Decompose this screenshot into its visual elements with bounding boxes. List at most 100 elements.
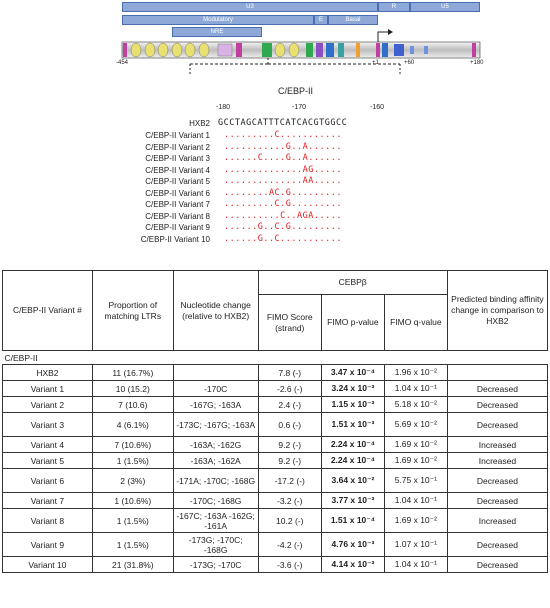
cell-predicted: Decreased: [446, 532, 549, 557]
section-label: C/EBP-II: [2, 350, 548, 365]
variant-seq: .........C.G.........: [224, 199, 342, 209]
cell-variant: Variant 2: [2, 396, 93, 413]
ltr-element-track: [121, 29, 481, 76]
variant-seq: ...........G..A......: [224, 141, 342, 152]
cell-fimo-score: -17.2 (-): [257, 468, 322, 493]
cell-change: -167C; -163A -162G; -161A: [172, 508, 259, 533]
modulatory-bar: Modulatory: [122, 15, 314, 25]
basal-bar: Basal: [328, 15, 378, 25]
cell-fimo-q: 1.04 x 10⁻¹: [383, 556, 448, 573]
cell-predicted: Decreased: [446, 380, 549, 397]
cell-fimo-score: 2.4 (-): [257, 396, 322, 413]
cell-fimo-p: 3.77 x 10⁻³: [320, 492, 385, 509]
cell-change: -170C; -168G: [172, 492, 259, 509]
modulatory-label: Modulatory: [203, 17, 233, 23]
cell-proportion: 1 (10.6%): [91, 492, 174, 509]
cell-fimo-q: 5.69 x 10⁻²: [383, 412, 448, 437]
cell-proportion: 10 (15.2): [91, 380, 174, 397]
cell-predicted: Decreased: [446, 412, 549, 437]
cell-fimo-q: 1.96 x 10⁻²: [383, 364, 448, 381]
variant-name: C/EBP-II Variant 8: [145, 211, 210, 221]
tick-160: -160: [370, 104, 385, 111]
cell-fimo-q: 1.07 x 10⁻¹: [383, 532, 448, 557]
cell-fimo-q: 1.04 x 10⁻¹: [383, 492, 448, 509]
cell-predicted: Increased: [446, 436, 549, 453]
cell-change: -173C; -167G; -163A: [172, 412, 259, 437]
cell-predicted: Increased: [446, 452, 549, 469]
variant-name: C/EBP-II Variant 9: [145, 223, 210, 232]
variant-seq: ......G..C.G.........: [224, 222, 342, 232]
variant-name: C/EBP-II Variant 2: [145, 142, 210, 152]
variant-seq: ..............AA.....: [224, 176, 342, 186]
r-bar: R: [378, 2, 410, 12]
table-row: Variant 1 10 (15.2) -170C -2.6 (-) 3.24 x 10…: [2, 380, 549, 397]
cell-fimo-score: 0.6 (-): [257, 412, 322, 437]
cell-fimo-score: 10.2 (-): [257, 508, 322, 533]
cell-proportion: 21 (31.8%): [91, 556, 174, 573]
variant-seq: .........C...........: [224, 130, 342, 140]
table-row: Variant 10 21 (31.8%) -173G; -170C -3.6 (-)…: [2, 556, 549, 573]
variant-seq: ..............AG.....: [224, 164, 342, 175]
cell-proportion: 4 (6.1%): [91, 412, 174, 437]
variant-name: C/EBP-II Variant 3: [145, 154, 210, 163]
cell-fimo-score: -3.2 (-): [257, 492, 322, 509]
pos-plus1: +1: [372, 60, 379, 66]
cell-fimo-p: 3.64 x 10⁻²: [320, 468, 385, 493]
cell-fimo-q: 5.75 x 10⁻¹: [383, 468, 448, 493]
cell-change: -171A; -170C; -168G: [172, 468, 259, 493]
r-label: R: [391, 4, 397, 10]
variant-name: C/EBP-II Variant 10: [140, 234, 210, 244]
cell-fimo-q: 1.04 x 10⁻¹: [383, 380, 448, 397]
cell-fimo-q: 1.69 x 10⁻²: [383, 436, 448, 453]
cell-change: -163A; -162A: [172, 452, 259, 469]
header-variant: C/EBP-II Variant #: [2, 270, 93, 351]
basal-label: Basal: [345, 17, 361, 23]
cell-variant: Variant 5: [2, 452, 93, 469]
cell-change: [172, 364, 259, 381]
cell-fimo-score: 9.2 (-): [257, 436, 322, 453]
cell-fimo-score: -2.6 (-): [257, 380, 322, 397]
e-bar: E: [314, 15, 328, 25]
pos-plus60: +60: [404, 60, 415, 66]
nre-label: NRE: [210, 29, 224, 35]
cell-variant: Variant 7: [2, 492, 93, 509]
variant-name: C/EBP-II Variant 4: [145, 165, 210, 175]
e-label: E: [318, 17, 323, 23]
cell-fimo-score: 9.2 (-): [257, 452, 322, 469]
variant-name: C/EBP-II Variant 6: [145, 188, 210, 198]
cell-variant: Variant 8: [2, 508, 93, 533]
tick-170: -170: [292, 104, 307, 111]
cell-fimo-p: 3.24 x 10⁻³: [320, 380, 385, 397]
table-row: HXB2 11 (16.7%) 7.8 (-) 3.47 x 10⁻⁴ 1.96 x 1…: [2, 364, 549, 381]
cell-proportion: 1 (1.5%): [91, 532, 174, 557]
cell-fimo-p: 1.15 x 10⁻³: [320, 396, 385, 413]
cell-proportion: 11 (16.7%): [91, 364, 174, 381]
u3-label: U3: [246, 4, 254, 10]
variant-name: C/EBP-II Variant 1: [145, 131, 210, 140]
variant-name: C/EBP-II Variant 5: [145, 177, 210, 186]
variant-name: C/EBP-II Variant 7: [145, 200, 210, 209]
cell-predicted: Decreased: [446, 556, 549, 573]
cell-variant: Variant 6: [2, 468, 93, 493]
header-fimo-score: FIMO Score (strand): [257, 294, 322, 351]
cell-variant: Variant 1: [2, 380, 93, 397]
cell-proportion: 2 (3%): [91, 468, 174, 493]
pos-plus180: +180: [470, 60, 484, 66]
header-proportion: Proportion of matching LTRs: [91, 270, 174, 351]
cell-change: -167G; -163A: [172, 396, 259, 413]
cell-variant: Variant 3: [2, 412, 93, 437]
cell-fimo-score: -4.2 (-): [257, 532, 322, 557]
ref-name: HXB2: [189, 119, 210, 128]
u5-label: U5: [441, 4, 449, 10]
cell-predicted: [446, 364, 549, 381]
header-fimo-p: FIMO p-value: [320, 294, 385, 351]
ref-seq: GCCTAGCATTTCATCACGTGGCC: [218, 118, 348, 128]
header-fimo-q: FIMO q-value: [383, 294, 448, 351]
cell-fimo-p: 1.51 x 10⁻³: [320, 412, 385, 437]
